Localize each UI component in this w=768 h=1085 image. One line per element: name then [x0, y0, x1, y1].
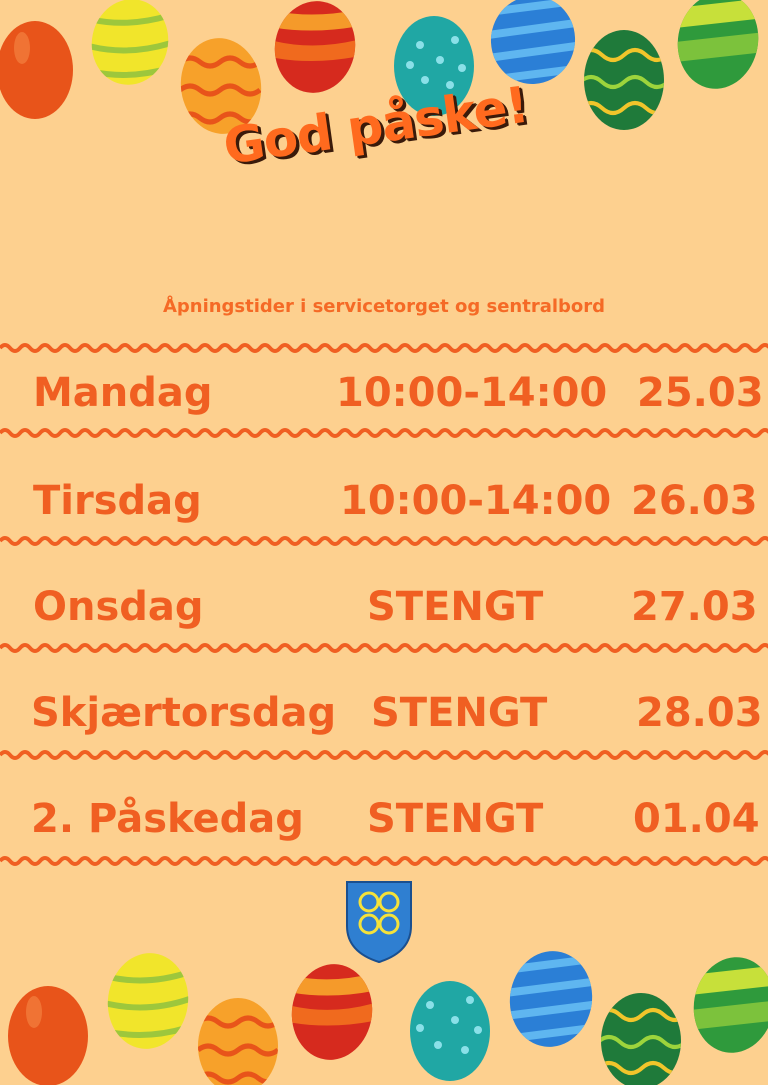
- easter-egg-icon: [198, 998, 278, 1085]
- decorative-divider: [0, 856, 768, 866]
- schedule-row-date: 25.03: [637, 370, 764, 416]
- easter-egg-icon: [288, 960, 378, 1065]
- schedule-row-day: Onsdag: [33, 584, 204, 630]
- easter-egg-icon: [101, 950, 195, 1055]
- schedule-row-hours: STENGT: [371, 690, 548, 736]
- easter-egg-icon: [8, 986, 88, 1085]
- decorative-divider: [0, 536, 768, 546]
- schedule-row-date: 01.04: [633, 796, 760, 842]
- schedule-row-day: 2. Påskedag: [31, 796, 304, 842]
- decorative-divider: [0, 428, 768, 438]
- opening-hours-heading: Åpningstider i servicetorget og sentralb…: [162, 296, 606, 317]
- schedule-row-day: Tirsdag: [33, 478, 202, 524]
- schedule-row-date: 27.03: [631, 584, 758, 630]
- schedule-row-date: 28.03: [636, 690, 763, 736]
- easter-egg-icon: [270, 0, 363, 95]
- easter-egg-icon: [487, 0, 581, 87]
- decorative-divider: [0, 343, 768, 353]
- schedule-row-day: Skjærtorsdag: [31, 690, 337, 736]
- schedule-row-hours: 10:00-14:00: [340, 478, 612, 524]
- decorative-divider: [0, 750, 768, 760]
- easter-egg-icon: [504, 948, 599, 1050]
- schedule-row-hours: STENGT: [367, 584, 544, 630]
- easter-egg-icon: [84, 0, 177, 90]
- schedule-row-day: Mandag: [33, 370, 213, 416]
- municipal-crest-icon: [346, 881, 412, 964]
- schedule-row-date: 26.03: [631, 478, 758, 524]
- easter-egg-icon: [675, 0, 765, 90]
- easter-egg-icon: [410, 981, 490, 1081]
- easter-egg-icon: [690, 955, 768, 1060]
- easter-egg-icon: [601, 993, 681, 1085]
- decorative-divider: [0, 643, 768, 653]
- easter-egg-icon: [394, 16, 474, 116]
- easter-egg-icon: [584, 30, 664, 130]
- schedule-row-hours: 10:00-14:00: [336, 370, 608, 416]
- schedule-row-hours: STENGT: [367, 796, 544, 842]
- easter-egg-icon: [0, 21, 73, 119]
